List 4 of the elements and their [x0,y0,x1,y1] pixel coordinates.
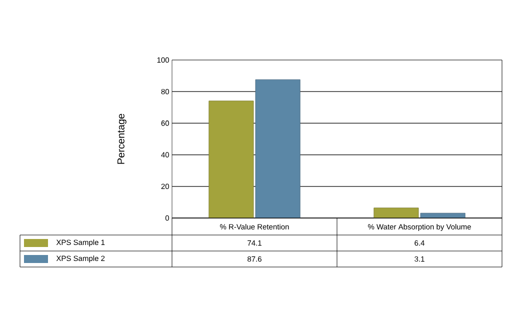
y-axis-title: Percentage [117,114,126,164]
bar [208,100,254,218]
bar [374,208,419,218]
bar [255,79,300,218]
